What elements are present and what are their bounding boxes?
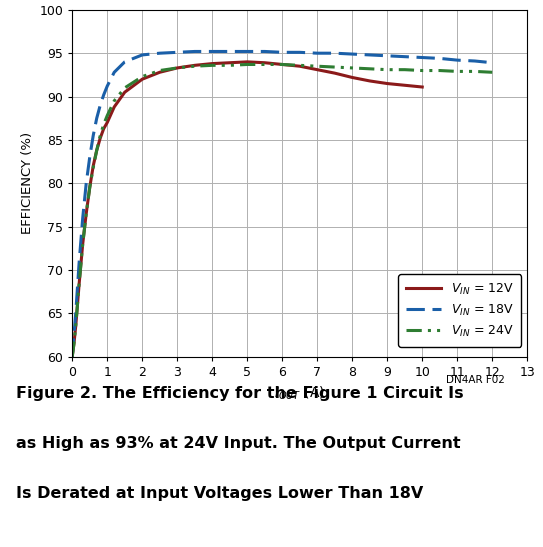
Text: Figure 2. The Efficiency for the Figure 1 Circuit Is: Figure 2. The Efficiency for the Figure … xyxy=(16,386,464,400)
Y-axis label: EFFICIENCY (%): EFFICIENCY (%) xyxy=(21,132,34,234)
Text: Is Derated at Input Voltages Lower Than 18V: Is Derated at Input Voltages Lower Than … xyxy=(16,486,424,501)
Text: DN4AR F02: DN4AR F02 xyxy=(446,375,505,385)
Legend: $V_{IN}$ = 12V, $V_{IN}$ = 18V, $V_{IN}$ = 24V: $V_{IN}$ = 12V, $V_{IN}$ = 18V, $V_{IN}$… xyxy=(398,274,521,347)
Text: as High as 93% at 24V Input. The Output Current: as High as 93% at 24V Input. The Output … xyxy=(16,436,461,451)
X-axis label: $I_{OUT}$ (A): $I_{OUT}$ (A) xyxy=(274,384,325,401)
